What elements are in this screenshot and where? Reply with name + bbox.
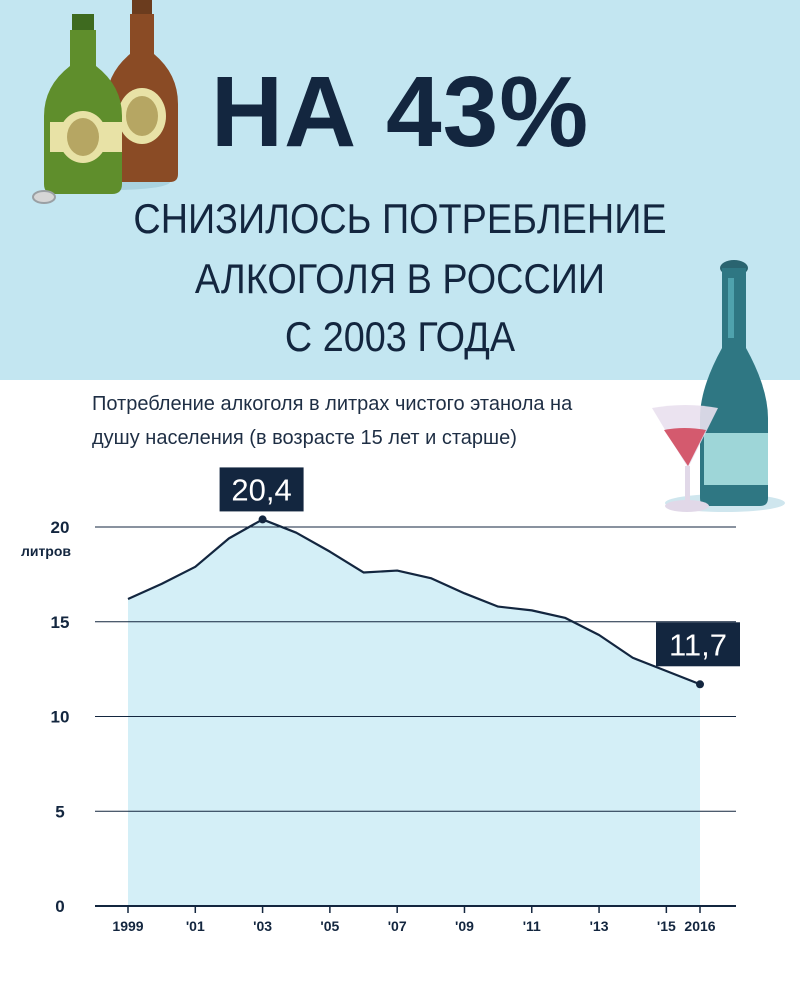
- data-label-box: [656, 622, 740, 667]
- chart-caption-line-1: Потребление алкоголя в литрах чистого эт…: [92, 393, 573, 415]
- area-fill: [128, 519, 700, 906]
- x-tick-label: '03: [253, 918, 272, 934]
- subtitle-line-1: СНИЗИЛОСЬ ПОТРЕБЛЕНИЕ: [133, 195, 667, 242]
- headline: НА 43%: [210, 56, 590, 168]
- y-tick-label: 5: [55, 802, 64, 821]
- subtitle-line-2: АЛКОГОЛЯ В РОССИИ: [194, 255, 606, 302]
- data-point-marker: [696, 680, 704, 689]
- y-tick-label: 0: [55, 897, 64, 916]
- data-point-marker: [258, 515, 267, 524]
- y-unit-label: литров: [21, 543, 71, 559]
- x-tick-label: '05: [320, 918, 339, 934]
- data-label: 11,7: [669, 627, 727, 662]
- x-tick-label: '09: [455, 918, 474, 934]
- data-label-box: [219, 467, 304, 512]
- x-tick-label: 1999: [112, 918, 143, 934]
- subtitle-line-3: С 2003 ГОДА: [284, 313, 516, 360]
- x-tick-label: '11: [523, 918, 541, 934]
- y-tick-label: 15: [51, 613, 70, 632]
- y-tick-label: 10: [51, 708, 70, 727]
- data-label: 20,4: [231, 472, 291, 507]
- x-tick-label: '13: [590, 918, 609, 934]
- series-line: [127, 518, 701, 686]
- x-tick-label: 2016: [684, 918, 715, 934]
- wine-bottle-illustration: [652, 260, 785, 512]
- x-tick-label: '01: [186, 918, 205, 934]
- beer-bottles-illustration: [32, 0, 178, 204]
- x-tick-label: '15: [657, 918, 676, 934]
- chart-caption-line-2: душу населения (в возрасте 15 лет и стар…: [92, 427, 517, 449]
- x-tick-label: '07: [388, 918, 407, 934]
- y-tick-label: 20: [51, 518, 70, 537]
